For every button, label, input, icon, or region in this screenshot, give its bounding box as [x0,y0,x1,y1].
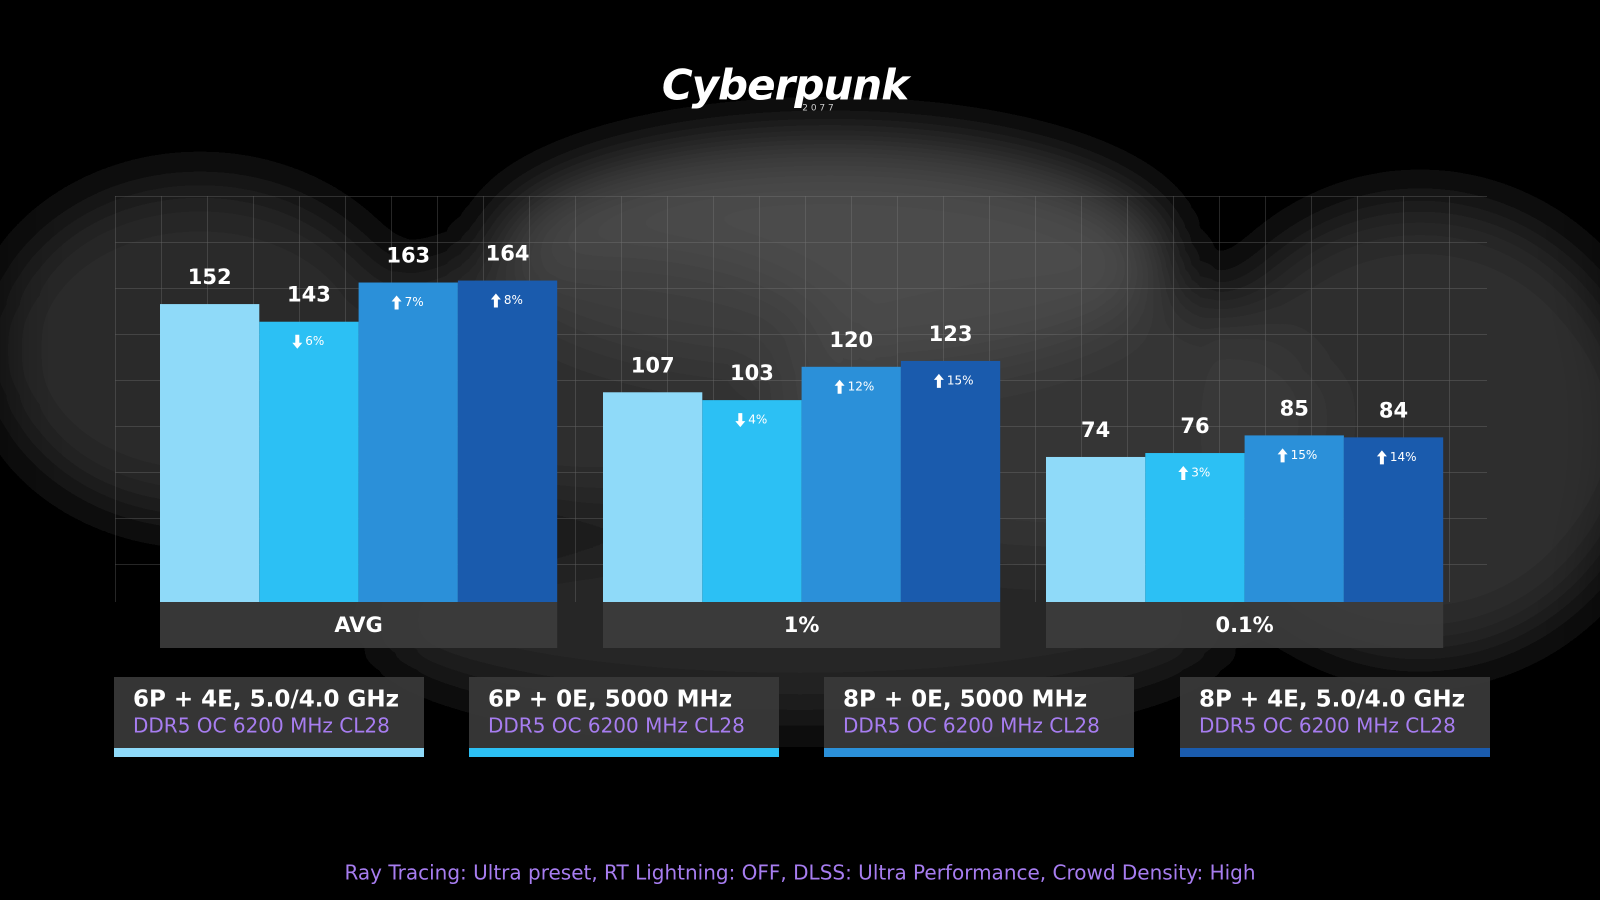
bar [900,360,1001,602]
value-label: 107 [631,353,675,377]
bar [801,366,901,602]
change-arrow [933,373,944,388]
value-label: 120 [829,328,873,352]
value-label: 103 [730,361,774,385]
legend-swatch [824,748,1134,757]
value-label: 76 [1180,414,1209,438]
x-tick-label: AVG [334,613,382,637]
change-arrow [1178,466,1189,481]
change-label: 6% [305,334,324,348]
change-arrow [1376,450,1387,465]
change-label: 7% [405,295,424,309]
value-label: 164 [486,242,530,266]
legend-box [824,677,1134,757]
change-arrow [735,413,746,428]
bar [1046,456,1146,602]
value-label: 74 [1081,418,1110,442]
change-label: 8% [504,293,523,307]
legend-swatch [469,748,779,757]
category-band [1046,602,1444,648]
chart-title: Cyberpunk [662,61,912,110]
category-band [160,602,558,648]
legend-label: 8P + 4E, 5.0/4.0 GHz [1199,687,1465,713]
legend-label: 8P + 0E, 5000 MHz [843,687,1087,713]
change-arrow [1277,448,1288,463]
category-band [603,602,1001,648]
legend-memory: DDR5 OC 6200 MHz CL28 [488,714,745,738]
change-arrow [391,295,402,310]
change-label: 12% [848,379,875,393]
legend-label: 6P + 4E, 5.0/4.0 GHz [133,687,399,713]
legend-memory: DDR5 OC 6200 MHz CL28 [133,714,390,738]
legend-box [114,677,424,757]
x-tick-label: 0.1% [1215,613,1273,637]
legend-swatch [114,748,424,757]
footnote: Ray Tracing: Ultra preset, RT Lightning:… [344,861,1255,885]
bar [259,321,359,602]
value-label: 163 [386,244,430,268]
change-label: 15% [1291,448,1318,462]
legend-label: 6P + 0E, 5000 MHz [488,687,732,713]
value-label: 84 [1379,398,1408,422]
bar [358,282,458,602]
change-label: 4% [748,413,767,427]
bar [1343,437,1444,602]
legend-box [469,677,779,757]
bar [160,304,260,602]
x-tick-label: 1% [784,613,820,637]
value-label: 123 [929,322,973,346]
change-arrow [490,293,501,308]
change-label: 15% [947,373,974,387]
bar [603,392,703,602]
chart-subtitle: 2 0 7 7 [802,104,834,114]
bar [1145,453,1245,602]
value-label: 143 [287,283,331,307]
change-arrow [834,379,845,394]
change-arrow [292,334,303,349]
bar [457,280,558,602]
change-label: 3% [1191,466,1210,480]
change-label: 14% [1390,450,1417,464]
legend-memory: DDR5 OC 6200 MHz CL28 [843,714,1100,738]
bar [702,400,802,602]
legend-memory: DDR5 OC 6200 MHz CL28 [1199,714,1456,738]
value-label: 152 [188,265,232,289]
legend-box [1180,677,1490,757]
value-label: 85 [1280,396,1309,420]
bar [1244,435,1344,602]
legend-swatch [1180,748,1490,757]
